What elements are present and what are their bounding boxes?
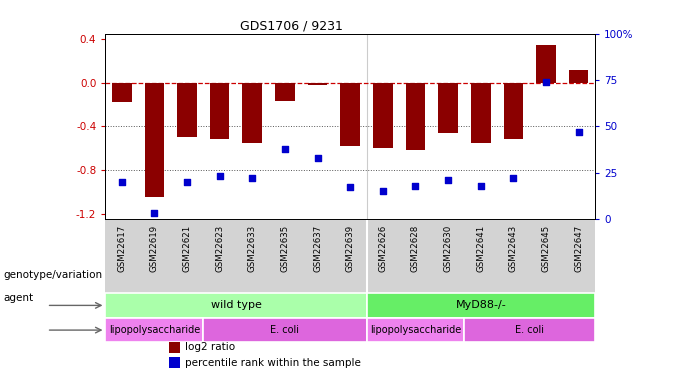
Bar — [367, 293, 595, 318]
Bar — [203, 318, 367, 342]
Text: lipopolysaccharide: lipopolysaccharide — [109, 325, 200, 335]
Point — [116, 179, 127, 185]
Bar — [464, 318, 595, 342]
Bar — [105, 318, 203, 342]
Bar — [210, 83, 229, 140]
Bar — [471, 83, 490, 143]
Bar — [105, 293, 367, 318]
Text: E. coli: E. coli — [271, 325, 299, 335]
Text: wild type: wild type — [211, 300, 261, 310]
Point — [573, 129, 584, 135]
Bar — [145, 83, 164, 197]
Bar — [367, 318, 464, 342]
Point — [345, 184, 356, 190]
Text: GSM22635: GSM22635 — [280, 225, 290, 272]
Point — [214, 173, 225, 179]
Bar — [112, 83, 131, 102]
Text: lipopolysaccharide: lipopolysaccharide — [370, 325, 461, 335]
Text: GSM22645: GSM22645 — [541, 225, 551, 272]
Bar — [243, 83, 262, 143]
Bar — [169, 357, 180, 368]
Point — [149, 210, 160, 216]
Text: GSM22630: GSM22630 — [443, 225, 453, 272]
Text: GSM22633: GSM22633 — [248, 225, 257, 272]
Text: GSM22639: GSM22639 — [345, 225, 355, 272]
Text: GSM22619: GSM22619 — [150, 225, 159, 272]
Bar — [569, 70, 588, 83]
Text: GSM22623: GSM22623 — [215, 225, 224, 272]
Point — [443, 177, 454, 183]
Text: genotype/variation: genotype/variation — [3, 270, 103, 279]
Point — [312, 155, 323, 161]
Bar — [308, 83, 327, 85]
Text: GSM22647: GSM22647 — [574, 225, 583, 272]
Text: GSM22643: GSM22643 — [509, 225, 518, 272]
Bar — [439, 83, 458, 133]
Text: GSM22621: GSM22621 — [182, 225, 192, 272]
Text: GSM22617: GSM22617 — [117, 225, 126, 272]
Point — [247, 175, 258, 181]
Text: GSM22628: GSM22628 — [411, 225, 420, 272]
Bar — [169, 342, 180, 352]
Point — [541, 79, 551, 85]
Point — [475, 183, 486, 189]
Title: GDS1706 / 9231: GDS1706 / 9231 — [240, 20, 343, 33]
Text: percentile rank within the sample: percentile rank within the sample — [185, 358, 360, 368]
Text: GSM22637: GSM22637 — [313, 225, 322, 272]
Text: GSM22641: GSM22641 — [476, 225, 486, 272]
Point — [410, 183, 421, 189]
Text: agent: agent — [3, 293, 33, 303]
Point — [377, 188, 388, 194]
Bar — [504, 83, 523, 140]
Point — [508, 175, 519, 181]
Bar — [275, 83, 294, 101]
Text: E. coli: E. coli — [515, 325, 544, 335]
Bar — [406, 83, 425, 150]
Text: MyD88-/-: MyD88-/- — [456, 300, 506, 310]
Point — [279, 146, 290, 152]
Text: GSM22626: GSM22626 — [378, 225, 388, 272]
Bar — [537, 45, 556, 83]
Bar — [341, 83, 360, 146]
Bar — [373, 83, 392, 148]
Text: log2 ratio: log2 ratio — [185, 342, 235, 352]
Point — [182, 179, 192, 185]
Bar — [177, 83, 197, 137]
